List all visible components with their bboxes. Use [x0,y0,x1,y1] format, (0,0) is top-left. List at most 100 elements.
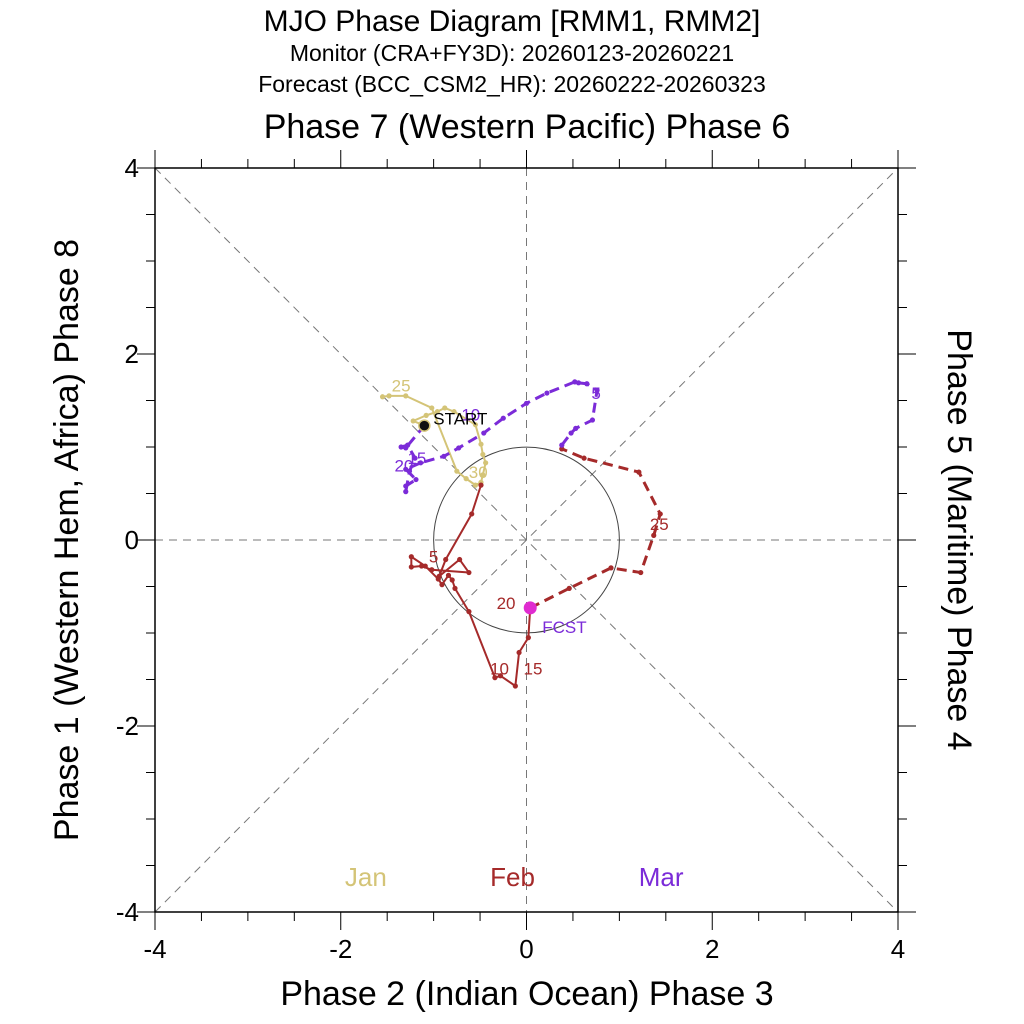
series-point [483,460,489,466]
unit-circle [433,446,620,634]
series-point [469,511,475,517]
start-label: START [433,410,487,429]
series-point [441,453,447,459]
series-point [638,569,644,576]
day-label: 30 [469,463,488,482]
series-point [478,441,484,447]
phase-grid [154,167,899,913]
series-point [497,673,504,679]
chart-subtitle-monitor: Monitor (CRA+FY3D): 20260123-20260221 [290,40,734,66]
day-label: 20 [394,457,413,476]
series-point [466,609,472,615]
series-point [406,468,413,474]
series-point [457,556,463,563]
series-point [403,393,409,399]
series-point [480,451,486,458]
day-label: 10 [490,659,509,678]
fcst-label: FCST [542,618,586,637]
legend-mar: Mar [639,862,684,892]
series-point [456,445,462,451]
series-point [403,483,409,489]
day-label: 25 [650,515,669,534]
series-point [413,476,419,483]
x-tick-label: -2 [329,934,352,964]
day-label: 15 [524,659,543,678]
series-group [379,379,663,689]
series-point [443,556,449,563]
series-point [403,445,409,451]
series-point [594,387,600,393]
series-point [463,476,469,482]
series-point [408,564,414,570]
series-point [573,425,579,431]
day-label: 20 [497,594,516,613]
series-point [398,444,404,450]
series-point [412,455,418,461]
day-label: 25 [392,377,411,396]
series-point [423,412,429,418]
series-point [429,405,435,411]
series-point [608,565,614,571]
series-point [492,675,498,681]
series-point [559,442,565,448]
series-point [445,572,452,578]
series-point [581,455,587,461]
series-point [472,482,479,488]
series-point [386,393,392,399]
y-tick-label: -4 [116,897,139,927]
series-point [442,405,448,411]
legend-feb: Feb [490,862,535,892]
series-point [408,554,414,560]
x-tick-label: -4 [143,934,166,964]
series-point [516,649,522,656]
series-point [481,430,487,436]
series-point [472,422,479,428]
series-point [410,418,416,424]
x-tick-label: 4 [891,934,905,964]
series-point [466,569,472,576]
y-axis-label-left: Phase 1 (Western Hem, Africa) Phase 8 [48,239,86,841]
series-line [399,380,599,494]
series-point [584,381,590,387]
series-point [566,585,572,591]
day-label: 10 [461,405,480,424]
series-point [422,563,428,569]
series-point [525,635,531,641]
series-point [418,460,424,466]
series-point [512,683,518,689]
start-marker [418,419,431,432]
series-point [429,567,435,573]
series-point [651,532,657,538]
series-point [523,400,530,406]
series-point [544,390,550,396]
series-point [568,430,574,436]
series-point [379,394,386,400]
day-label: 5 [591,384,600,403]
y-tick-label: 0 [125,525,139,555]
series-point [451,409,457,415]
series-point [572,379,578,385]
top-phase-label: Phase 7 (Western Pacific) Phase 6 [264,108,791,146]
series-point [589,417,596,423]
series-point [636,469,642,475]
y-tick-label: 4 [125,153,139,183]
x-tick-label: 2 [705,934,719,964]
series-point [500,415,506,421]
axis-ticks: -4-4 -2 -2 0 0 2 2 4 4 [116,150,916,964]
series-point [478,482,484,488]
series-point [480,472,486,478]
series-point [657,511,663,517]
fcst-marker [523,601,537,615]
day-label: 15 [407,449,426,468]
series-point [452,585,458,591]
y-tick-label: 2 [125,339,139,369]
series-point [559,446,565,452]
series-point [454,468,460,474]
series-point [434,409,440,415]
x-tick-label: 0 [519,934,533,964]
x-axis-label: Phase 2 (Indian Ocean) Phase 3 [280,975,773,1013]
series-point [403,489,409,495]
chart-title: MJO Phase Diagram [RMM1, RMM2] [264,5,761,38]
